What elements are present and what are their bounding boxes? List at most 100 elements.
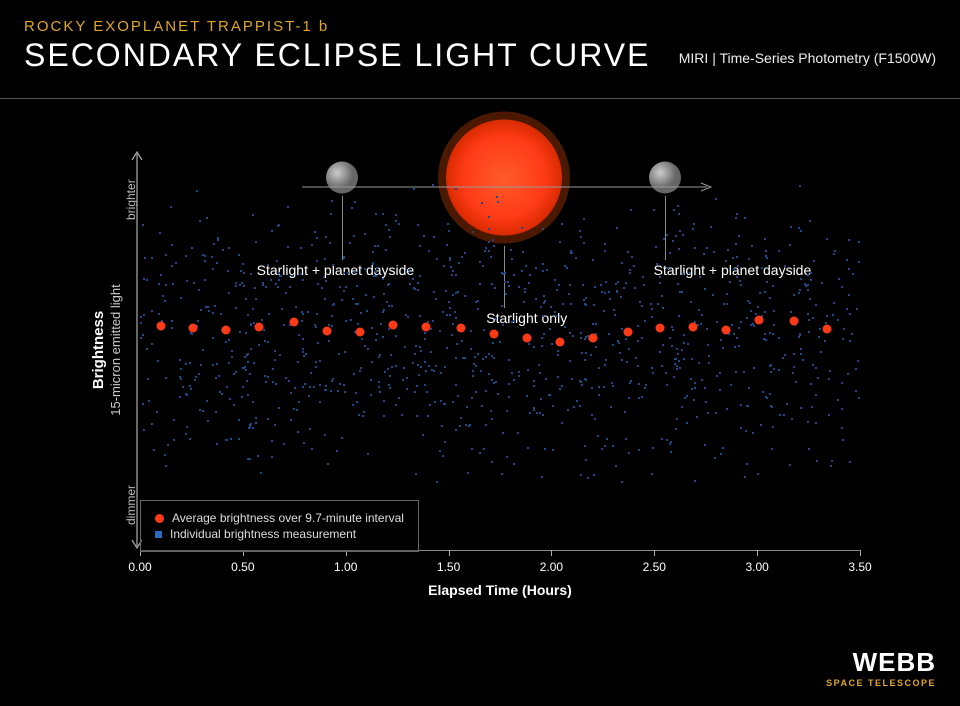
individual-measurement [603, 310, 605, 312]
individual-measurement [451, 334, 453, 336]
individual-measurement [433, 370, 435, 372]
individual-measurement [436, 258, 438, 260]
average-brightness-point [222, 326, 231, 335]
individual-measurement [328, 340, 330, 342]
individual-measurement [477, 353, 479, 355]
individual-measurement [508, 285, 510, 287]
footer-logo: WEBB SPACE TELESCOPE [826, 647, 936, 688]
individual-measurement [732, 257, 734, 259]
individual-measurement [747, 300, 749, 302]
individual-measurement [461, 256, 463, 258]
individual-measurement [253, 362, 255, 364]
individual-measurement [540, 306, 542, 308]
individual-measurement [641, 337, 643, 339]
individual-measurement [566, 267, 568, 269]
individual-measurement [382, 213, 384, 215]
individual-measurement [349, 242, 351, 244]
individual-measurement [497, 393, 499, 395]
x-tick [757, 550, 758, 556]
individual-measurement [241, 282, 243, 284]
individual-measurement [159, 232, 161, 234]
individual-measurement [581, 384, 583, 386]
individual-measurement [612, 445, 614, 447]
individual-measurement [199, 220, 201, 222]
individual-measurement [763, 338, 765, 340]
individual-measurement [580, 332, 582, 334]
individual-measurement [239, 331, 241, 333]
individual-measurement [628, 348, 630, 350]
individual-measurement [686, 422, 688, 424]
individual-measurement [521, 227, 523, 229]
individual-measurement [242, 386, 244, 388]
individual-measurement [309, 428, 311, 430]
individual-measurement [455, 188, 457, 190]
average-brightness-point [623, 328, 632, 337]
connector-line [504, 246, 505, 308]
individual-measurement [807, 289, 809, 291]
individual-measurement [364, 268, 366, 270]
individual-measurement [549, 328, 551, 330]
individual-measurement [693, 399, 695, 401]
average-brightness-point [522, 334, 531, 343]
individual-measurement [252, 308, 254, 310]
individual-measurement [323, 276, 325, 278]
individual-measurement [533, 380, 535, 382]
individual-measurement [365, 294, 367, 296]
individual-measurement [404, 346, 406, 348]
individual-measurement [552, 449, 554, 451]
individual-measurement [789, 244, 791, 246]
individual-measurement [740, 427, 742, 429]
individual-measurement [307, 311, 309, 313]
individual-measurement [528, 343, 530, 345]
individual-measurement [601, 291, 603, 293]
individual-measurement [302, 348, 304, 350]
individual-measurement [604, 243, 606, 245]
individual-measurement [271, 230, 273, 232]
individual-measurement [828, 378, 830, 380]
individual-measurement [667, 267, 669, 269]
individual-measurement [488, 228, 490, 230]
individual-measurement [585, 297, 587, 299]
individual-measurement [692, 228, 694, 230]
individual-measurement [656, 263, 658, 265]
individual-measurement [480, 370, 482, 372]
individual-measurement [508, 383, 510, 385]
individual-measurement [165, 284, 167, 286]
individual-measurement [842, 338, 844, 340]
individual-measurement [343, 384, 345, 386]
individual-measurement [374, 245, 376, 247]
individual-measurement [440, 372, 442, 374]
y-axis-title: Brightness [90, 311, 107, 389]
y-dimmer-label: dimmer [124, 485, 138, 525]
individual-measurement [740, 284, 742, 286]
individual-measurement [240, 270, 242, 272]
individual-measurement [355, 392, 357, 394]
individual-measurement [751, 245, 753, 247]
individual-measurement [387, 368, 389, 370]
individual-measurement [242, 263, 244, 265]
individual-measurement [675, 428, 677, 430]
individual-measurement [449, 314, 451, 316]
individual-measurement [735, 371, 737, 373]
individual-measurement [375, 271, 377, 273]
individual-measurement [189, 362, 191, 364]
individual-measurement [638, 397, 640, 399]
individual-measurement [143, 429, 145, 431]
individual-measurement [651, 473, 653, 475]
individual-measurement [554, 279, 556, 281]
individual-measurement [482, 358, 484, 360]
individual-measurement [491, 379, 493, 381]
individual-measurement [485, 356, 487, 358]
individual-measurement [481, 405, 483, 407]
individual-measurement [764, 291, 766, 293]
individual-measurement [681, 406, 683, 408]
individual-measurement [546, 269, 548, 271]
individual-measurement [579, 380, 581, 382]
individual-measurement [555, 315, 557, 317]
individual-measurement [243, 285, 245, 287]
individual-measurement [142, 334, 144, 336]
individual-measurement [350, 319, 352, 321]
individual-measurement [802, 359, 804, 361]
individual-measurement [582, 284, 584, 286]
x-tick [551, 550, 552, 556]
